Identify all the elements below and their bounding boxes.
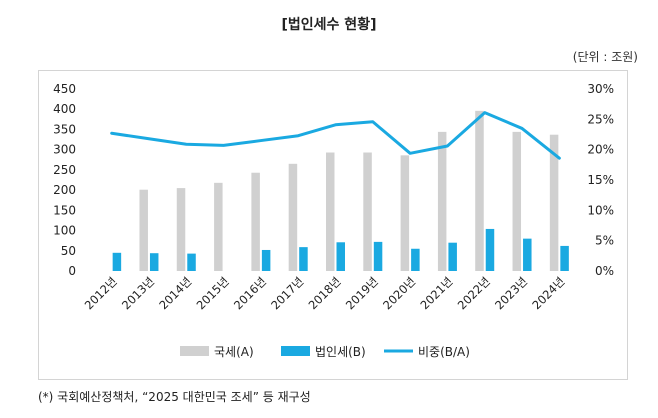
x-tick-label: 2017년 [268,274,306,312]
bar-corporate-tax [411,248,420,271]
bar-national-tax [475,110,484,271]
x-axis: 2012년 2013년 2014년 2015년 2016년 2017년 2018년 2019년… [82,274,568,312]
series-share [110,111,561,160]
chart-frame [38,70,628,380]
bar-national-tax [512,131,522,271]
x-tick-label: 2012년 [82,274,120,312]
bar-corporate-tax [523,238,532,271]
left-tick-label: 250 [53,163,76,177]
bar-corporate-tax [336,242,345,271]
series-corporate-tax [112,228,569,271]
bar-corporate-tax [299,247,308,271]
bar-corporate-tax [112,252,122,271]
x-tick-label: 2024년 [529,274,567,312]
footnote: (*) 국회예산정책처, “2025 대한민국 조세” 등 재구성 [38,390,311,404]
line-share [110,111,561,160]
legend-label-national-tax: 국세(A) [214,345,254,359]
bar-corporate-tax [560,245,569,271]
bar-national-tax [549,134,559,271]
left-tick-label: 100 [53,224,76,238]
legend-swatch-national-tax [180,346,209,356]
left-tick-label: 450 [53,82,76,96]
right-tick-label: 0% [595,264,614,278]
bar-corporate-tax [373,241,383,271]
x-tick-label: 2021년 [417,274,455,312]
x-tick-label: 2016년 [231,274,269,312]
legend-label-corporate-tax: 법인세(B) [315,345,366,359]
bar-national-tax [214,182,223,271]
bar-national-tax [251,172,260,271]
left-tick-label: 200 [53,183,76,197]
bar-corporate-tax [485,228,495,271]
bar-national-tax [400,155,410,271]
left-tick-label: 400 [53,102,76,116]
chart-title: [법인세수 현황] [281,17,377,33]
right-tick-label: 30% [587,82,614,96]
x-tick-label: 2013년 [119,274,157,312]
bar-corporate-tax [187,253,196,271]
left-tick-label: 0 [68,264,76,278]
x-tick-label: 2018년 [306,274,344,312]
unit-label: (단위 : 조원) [572,50,638,64]
right-tick-label: 5% [595,234,614,248]
bar-national-tax [326,152,335,271]
legend-label-share: 비중(B/A) [418,345,470,359]
right-tick-label: 10% [587,203,614,217]
bar-corporate-tax [448,242,457,271]
bar-national-tax [288,163,298,271]
right-tick-label: 25% [587,112,614,126]
x-tick-label: 2014년 [156,274,194,312]
legend-swatch-corporate-tax [281,346,310,356]
x-tick-label: 2015년 [194,274,232,312]
bar-national-tax [363,152,372,271]
x-tick-label: 2023년 [492,274,530,312]
left-axis: 0 50 100 150 200 250 300 350 400 450 [53,82,76,278]
left-tick-label: 300 [53,143,76,157]
left-tick-label: 50 [61,244,76,258]
right-tick-label: 20% [587,143,614,157]
bar-national-tax [176,188,186,271]
chart-canvas: 0 50 100 150 200 250 300 350 400 450 0% 5% 10% 15% 20… [53,82,614,359]
x-tick-label: 2022년 [455,274,493,312]
bar-corporate-tax [261,249,271,271]
bar-national-tax [139,189,148,271]
legend: 국세(A) 법인세(B) 비중(B/A) [180,345,470,359]
x-tick-label: 2019년 [343,274,381,312]
x-tick-label: 2020년 [380,274,418,312]
left-tick-label: 150 [53,203,76,217]
bar-national-tax [437,131,447,271]
left-tick-label: 350 [53,122,76,136]
series-national-tax [139,110,559,271]
right-axis: 0% 5% 10% 15% 20% 25% 30% [587,82,614,278]
bar-corporate-tax [149,253,159,271]
right-tick-label: 15% [587,173,614,187]
